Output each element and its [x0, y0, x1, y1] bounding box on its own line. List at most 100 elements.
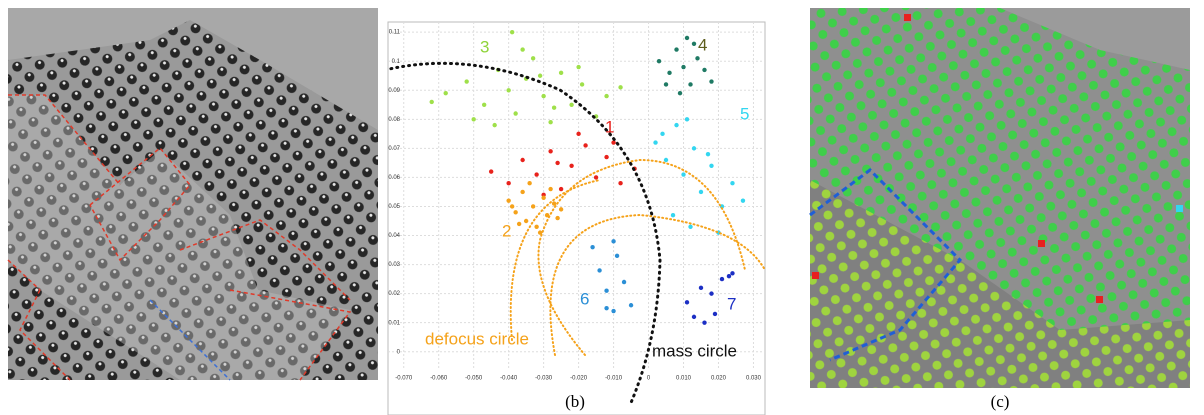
point — [509, 204, 515, 209]
point — [513, 111, 518, 116]
point — [614, 253, 620, 259]
point — [730, 181, 735, 186]
point — [674, 47, 679, 52]
annotation: mass circle — [652, 341, 737, 360]
point — [530, 204, 536, 209]
point — [688, 224, 693, 230]
y-tick-label: 0.07 — [388, 146, 400, 152]
point — [523, 218, 529, 224]
cluster-label: 7 — [727, 294, 736, 313]
caption: (b) — [565, 392, 585, 411]
point — [506, 88, 511, 93]
point — [481, 102, 487, 107]
point — [730, 271, 735, 276]
point — [604, 305, 609, 311]
y-tick-label: 0.02 — [388, 291, 400, 297]
point — [698, 285, 704, 291]
point — [726, 273, 732, 279]
point — [684, 35, 690, 41]
x-tick-label: -0.020 — [570, 376, 588, 382]
point — [537, 73, 543, 78]
point — [520, 189, 525, 195]
annotation: defocus circle — [425, 329, 529, 348]
point — [544, 212, 550, 218]
y-tick-label: 0.03 — [388, 262, 400, 268]
plot-frame — [387, 21, 766, 415]
point — [660, 131, 665, 137]
y-tick-label: 0.1 — [392, 59, 401, 65]
point — [488, 169, 494, 174]
point — [667, 70, 672, 76]
x-tick-label: 0 — [647, 376, 651, 382]
point — [681, 172, 686, 177]
point — [597, 268, 602, 273]
point — [709, 79, 714, 84]
panel-a-image — [7, 8, 378, 381]
y-tick-label: 0 — [397, 349, 401, 355]
point — [527, 181, 532, 186]
cluster-label: 3 — [480, 37, 489, 56]
y-tick-label: 0.08 — [388, 117, 400, 123]
point — [702, 320, 707, 325]
point — [663, 82, 669, 87]
point — [443, 90, 448, 96]
point — [593, 175, 599, 180]
plot-area — [388, 22, 765, 368]
point — [719, 276, 725, 282]
point — [656, 59, 662, 64]
x-tick-label: -0.070 — [395, 376, 413, 382]
point — [471, 117, 476, 122]
point — [579, 82, 585, 87]
point — [548, 149, 553, 154]
point — [509, 29, 515, 35]
point — [555, 160, 560, 166]
point — [506, 181, 511, 186]
point — [541, 195, 546, 200]
point — [691, 41, 697, 46]
cluster-label: 5 — [740, 104, 749, 123]
point — [705, 151, 711, 157]
y-tick-label: 0.06 — [388, 175, 400, 181]
point — [670, 212, 676, 218]
point — [688, 82, 693, 87]
point — [558, 207, 564, 212]
point — [558, 186, 564, 192]
point — [576, 131, 581, 137]
x-tick-label: -0.010 — [605, 376, 623, 382]
point — [618, 181, 623, 186]
point — [684, 300, 690, 305]
point — [611, 239, 616, 244]
point — [576, 64, 581, 70]
point — [516, 221, 522, 227]
point — [534, 172, 539, 177]
cluster-label: 4 — [698, 35, 707, 54]
y-tick-label: 0.11 — [389, 30, 401, 36]
point — [520, 157, 525, 163]
point — [653, 140, 658, 145]
point — [429, 99, 434, 105]
y-tick-label: 0.09 — [388, 88, 400, 94]
point — [534, 224, 539, 230]
point — [569, 102, 574, 107]
cluster-label: 6 — [580, 289, 589, 308]
y-tick-label: 0.01 — [388, 320, 400, 326]
point — [551, 105, 557, 110]
x-tick-label: -0.060 — [430, 376, 448, 382]
x-tick-label: -0.050 — [465, 376, 483, 382]
point — [618, 85, 623, 90]
point — [492, 122, 497, 128]
point — [513, 210, 518, 215]
point — [604, 154, 609, 160]
point — [674, 122, 679, 128]
point — [590, 244, 595, 250]
x-tick-label: 0.030 — [746, 376, 762, 382]
cluster-label: 1 — [605, 117, 614, 136]
circle-guides — [388, 61, 765, 407]
y-tick-label: 0.04 — [388, 233, 400, 239]
point — [604, 288, 609, 293]
point — [583, 143, 588, 148]
point — [677, 90, 683, 96]
x-tick-label: 0.010 — [676, 376, 692, 382]
point — [506, 198, 511, 203]
